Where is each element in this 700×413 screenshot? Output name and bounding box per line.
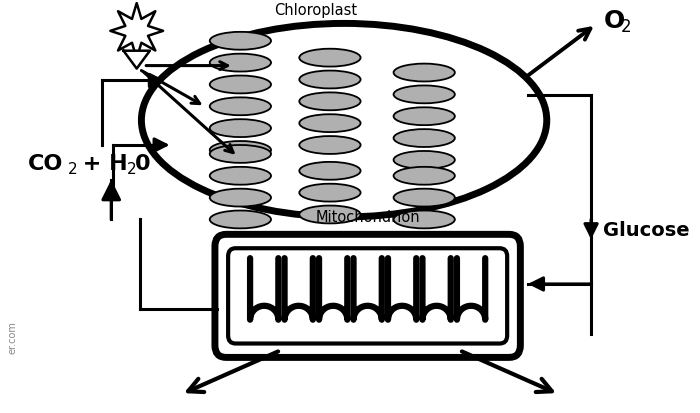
Ellipse shape <box>210 167 271 185</box>
Ellipse shape <box>210 211 271 229</box>
Ellipse shape <box>210 189 271 207</box>
Ellipse shape <box>300 93 360 111</box>
Ellipse shape <box>300 162 360 180</box>
Ellipse shape <box>300 206 360 224</box>
Polygon shape <box>123 52 150 69</box>
Ellipse shape <box>393 211 455 229</box>
Polygon shape <box>111 4 163 59</box>
Text: 0: 0 <box>135 154 150 173</box>
Text: Mitochondrion: Mitochondrion <box>315 210 420 225</box>
Ellipse shape <box>300 50 360 67</box>
Text: CO: CO <box>28 154 64 173</box>
Ellipse shape <box>393 152 455 169</box>
Text: + H: + H <box>76 154 128 173</box>
Ellipse shape <box>393 86 455 104</box>
Text: er.com: er.com <box>8 321 18 354</box>
Text: 2: 2 <box>127 162 137 177</box>
Text: Glucose: Glucose <box>603 221 690 239</box>
Ellipse shape <box>300 184 360 202</box>
Ellipse shape <box>300 71 360 89</box>
Text: Chloroplast: Chloroplast <box>274 3 358 19</box>
Text: 2: 2 <box>621 18 632 36</box>
Ellipse shape <box>210 33 271 50</box>
Ellipse shape <box>210 120 271 138</box>
Ellipse shape <box>393 108 455 126</box>
Ellipse shape <box>210 55 271 72</box>
Ellipse shape <box>300 137 360 154</box>
Ellipse shape <box>210 76 271 94</box>
Ellipse shape <box>393 64 455 82</box>
Text: O: O <box>603 9 624 33</box>
Text: 2: 2 <box>68 162 78 177</box>
Ellipse shape <box>141 24 547 217</box>
FancyBboxPatch shape <box>215 235 520 358</box>
Ellipse shape <box>393 189 455 207</box>
Ellipse shape <box>393 167 455 185</box>
Ellipse shape <box>210 146 271 164</box>
Ellipse shape <box>300 115 360 133</box>
Ellipse shape <box>393 130 455 147</box>
Ellipse shape <box>210 142 271 159</box>
Ellipse shape <box>210 98 271 116</box>
